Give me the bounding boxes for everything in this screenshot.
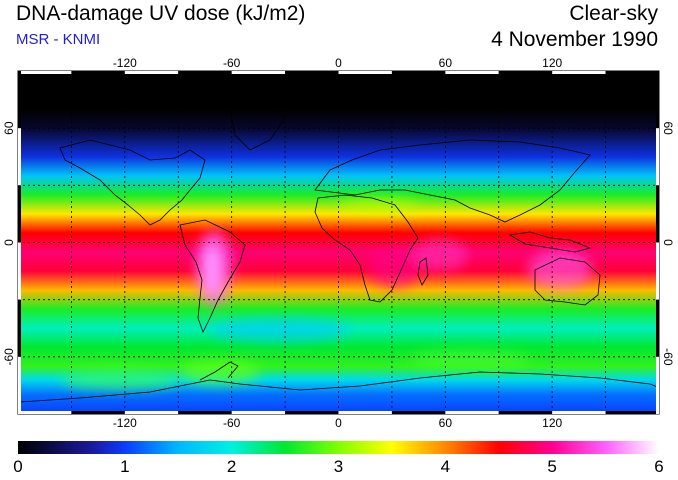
pacific-green: [60, 370, 180, 390]
lon-tick-label-bottom: -120: [113, 416, 137, 430]
australia-high: [528, 250, 592, 290]
sky-condition-label: Clear-sky: [569, 2, 658, 25]
sahara-yellow: [340, 197, 420, 213]
lon-tick-label-bottom: 0: [335, 416, 342, 430]
colorbar-label: 3: [333, 457, 344, 476]
colorbar-label: 2: [226, 457, 237, 476]
australia-coastline: [534, 257, 601, 306]
source-label: MSR - KNMI: [16, 31, 101, 48]
lat-tick-label-right: -60: [661, 348, 675, 366]
lon-tick-label-top: 60: [439, 56, 453, 70]
lat-tick-label-right: 0: [661, 239, 675, 246]
regional-dose-features: [60, 197, 592, 390]
coastlines: [19, 103, 659, 403]
lat-tick-label-right: 60: [661, 121, 675, 135]
lat-tick-label-left: 60: [2, 121, 16, 135]
africa-coastline: [314, 194, 419, 303]
map-ticks: -120 -120 -60 -60 0 0 60 60 120 120 60 60 0 0 -60 -60: [2, 56, 675, 430]
south-america-coastline: [179, 219, 246, 334]
lon-tick-label-bottom: 60: [439, 416, 453, 430]
lon-tick-label-bottom: 120: [542, 416, 562, 430]
greenland-coastline: [229, 103, 286, 151]
north-america-coastline: [59, 139, 206, 226]
colorbar-label: 6: [654, 457, 664, 476]
date-label: 4 November 1990: [491, 28, 658, 51]
colorbar: [18, 441, 659, 454]
indian-ocean-green: [410, 350, 530, 370]
southern-africa-high: [369, 248, 421, 288]
colorbar-label: 4: [440, 457, 451, 476]
antarctic-peninsula-coastline: [199, 361, 239, 381]
colorbar-label: 5: [547, 457, 557, 476]
lon-tick-label-top: -120: [113, 56, 137, 70]
andes-high-dose-halo: [196, 230, 232, 306]
lat-tick-label-left: 0: [2, 239, 16, 246]
drake-passage-green: [180, 360, 260, 384]
lon-tick-label-top: -60: [223, 56, 241, 70]
colorbar-label: 1: [120, 457, 130, 476]
graticule: [18, 71, 659, 414]
lon-tick-label-top: 0: [335, 56, 342, 70]
indonesia-coastline: [508, 231, 592, 253]
lon-tick-label-bottom: -60: [223, 416, 241, 430]
antarctica-coastline: [19, 371, 659, 403]
southern-ocean-low: [210, 318, 350, 342]
indian-ocean-high: [412, 239, 468, 271]
map-title: DNA-damage UV dose (kJ/m2): [16, 2, 306, 25]
madagascar-coastline: [417, 257, 429, 286]
lat-tick-label-left: -60: [2, 348, 16, 366]
colorbar-label: 0: [13, 457, 23, 476]
europe-asia-coastline: [314, 139, 591, 223]
lon-tick-label-top: 120: [542, 56, 562, 70]
